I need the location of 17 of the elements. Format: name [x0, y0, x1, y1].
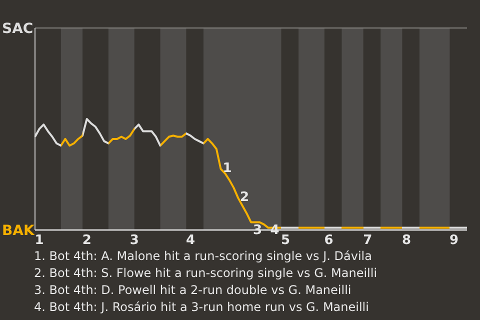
text: 4. Bot 4th: J. Rosário hit a 3-run home run vs G. Maneilli: [34, 300, 369, 314]
text: BAK: [2, 223, 36, 239]
text: 1. Bot 4th: A. Malone hit a run-scoring single vs J. Dávila: [34, 249, 372, 263]
text: 3. Bot 4th: D. Powell hit a 2-run double vs G. Maneilli: [34, 283, 352, 297]
x-tick-label: 3: [130, 233, 139, 248]
x-tick-label: 9: [450, 233, 459, 248]
x-tick-label: 8: [402, 233, 412, 248]
annotation: 2: [240, 190, 250, 205]
x-tick-label: 1: [34, 233, 44, 248]
x-tick-label: 7: [363, 233, 372, 248]
annotation: 1: [222, 160, 232, 176]
x-tick-label: 2: [82, 233, 92, 248]
text: SAC: [2, 21, 34, 37]
x-tick-label: 6: [324, 233, 334, 248]
text: 2. Bot 4th: S. Flowe hit a run-scoring single vs G. Maneilli: [34, 266, 378, 280]
x-tick-label: 4: [186, 233, 196, 248]
x-tick-label: 5: [281, 233, 290, 248]
